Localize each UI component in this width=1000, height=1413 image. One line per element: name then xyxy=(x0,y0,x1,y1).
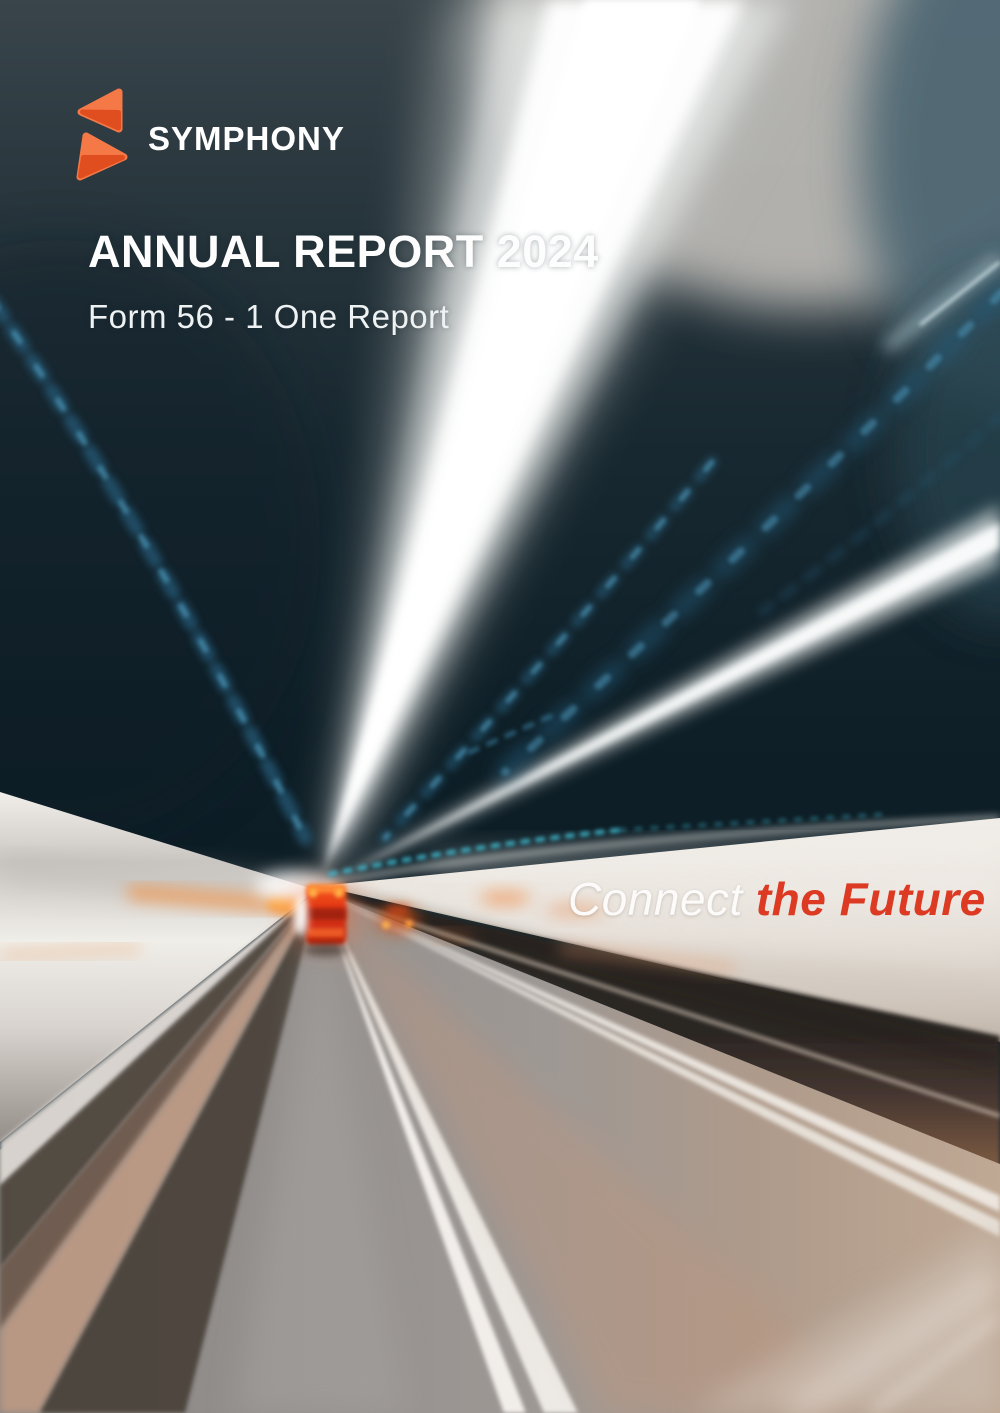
tagline-red: the Future xyxy=(755,873,986,925)
brand-header: SYMPHONY xyxy=(74,84,345,188)
report-title: ANNUAL REPORT 2024 xyxy=(88,226,599,277)
brand-name: SYMPHONY xyxy=(148,120,345,157)
symphony-logo-icon xyxy=(76,88,128,181)
tagline-white: Connect xyxy=(568,873,743,925)
title-block: ANNUAL REPORT 2024 Form 56 - 1 One Repor… xyxy=(88,226,599,336)
tagline: Connect the Future xyxy=(568,872,986,926)
report-subtitle: Form 56 - 1 One Report xyxy=(88,298,450,335)
